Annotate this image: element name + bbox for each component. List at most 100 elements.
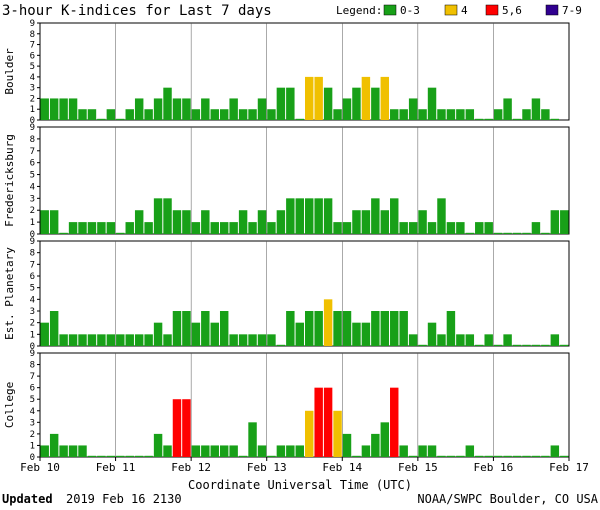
kindex-bar xyxy=(257,98,267,120)
kindex-bar xyxy=(49,311,59,346)
kindex-bar xyxy=(541,109,550,120)
y-tick-label: 8 xyxy=(30,135,35,145)
kindex-bar xyxy=(191,445,201,457)
kindex-bar xyxy=(550,334,560,346)
kindex-bar xyxy=(541,344,550,346)
kindex-bar xyxy=(361,76,371,120)
kindex-bar xyxy=(427,445,437,457)
kindex-bar xyxy=(106,455,116,457)
y-tick-label: 4 xyxy=(30,182,35,192)
kindex-bar xyxy=(163,445,172,457)
kindex-bar xyxy=(493,455,503,457)
kindex-bar xyxy=(371,433,380,457)
kindex-bar xyxy=(418,445,427,457)
kindex-bar xyxy=(257,445,267,457)
kindex-bar xyxy=(427,322,437,346)
kindex-bar xyxy=(295,322,304,346)
x-axis-label: Coordinate Universal Time (UTC) xyxy=(188,478,412,492)
kindex-bar xyxy=(191,322,201,346)
kindex-bar xyxy=(248,109,257,120)
kindex-bar xyxy=(201,445,210,457)
kindex-bar xyxy=(550,118,560,120)
y-tick-label: 2 xyxy=(30,430,35,440)
kindex-bar xyxy=(550,210,560,234)
kindex-bar xyxy=(210,109,219,120)
kindex-bar xyxy=(371,311,380,346)
kindex-bar xyxy=(134,334,144,346)
kindex-bar xyxy=(40,210,49,234)
kindex-bar xyxy=(465,232,475,234)
kindex-bar xyxy=(550,445,560,457)
legend-swatch-2 xyxy=(444,4,458,16)
kindex-bar xyxy=(352,322,361,346)
kindex-bar xyxy=(399,222,408,234)
kindex-bar xyxy=(323,299,333,346)
kindex-bar xyxy=(276,87,286,120)
kindex-bar xyxy=(418,109,427,120)
kindex-bar xyxy=(560,455,569,457)
kindex-bar xyxy=(144,109,153,120)
y-tick-label: 3 xyxy=(30,194,35,204)
legend-swatch-4 xyxy=(545,4,559,16)
y-tick-label: 9 xyxy=(30,123,35,133)
kindex-bar xyxy=(238,455,248,457)
kindex-bar xyxy=(531,344,541,346)
kindex-bar xyxy=(134,455,144,457)
kindex-bar xyxy=(59,98,68,120)
kindex-bar xyxy=(437,455,446,457)
kindex-bar xyxy=(78,109,87,120)
kindex-bar xyxy=(153,98,163,120)
kindex-bar xyxy=(305,198,314,234)
kindex-bar xyxy=(172,210,182,234)
kindex-bar xyxy=(78,334,87,346)
y-tick-label: 4 xyxy=(30,407,35,417)
kindex-bar xyxy=(503,455,512,457)
legend-swatch-1 xyxy=(383,4,397,16)
kindex-bar xyxy=(248,334,257,346)
kindex-bar xyxy=(522,232,531,234)
kindex-bar xyxy=(68,98,78,120)
kindex-bar xyxy=(40,322,49,346)
kindex-bar xyxy=(248,222,257,234)
kindex-bar xyxy=(380,422,390,457)
kindex-bar xyxy=(342,98,352,120)
legend: Legend: 0-3 4 5,6 7-9 xyxy=(336,4,582,17)
kindex-bar xyxy=(144,334,153,346)
y-tick-label: 7 xyxy=(30,147,35,157)
kindex-bar xyxy=(219,445,229,457)
kindex-bar xyxy=(229,222,238,234)
kindex-bar xyxy=(390,198,399,234)
kindex-bar xyxy=(276,210,286,234)
kindex-bar xyxy=(286,445,295,457)
kindex-bar xyxy=(106,109,116,120)
kindex-bar xyxy=(116,334,125,346)
kindex-bar xyxy=(531,98,541,120)
y-tick-label: 3 xyxy=(30,418,35,428)
y-tick-label: 9 xyxy=(30,237,35,247)
kindex-bar xyxy=(399,109,408,120)
kindex-bar xyxy=(560,210,569,234)
kindex-bar xyxy=(380,311,390,346)
kindex-bar xyxy=(503,98,512,120)
kindex-bar xyxy=(286,87,295,120)
kindex-bar xyxy=(210,322,219,346)
kindex-bar xyxy=(78,445,87,457)
kindex-bar xyxy=(163,87,172,120)
y-tick-label: 0 xyxy=(30,116,35,126)
kindex-bar xyxy=(97,118,106,120)
kindex-bar xyxy=(201,98,210,120)
y-tick-label: 3 xyxy=(30,84,35,94)
kindex-bar xyxy=(465,334,475,346)
x-tick-label: Feb 13 xyxy=(247,461,287,474)
kindex-bar xyxy=(437,198,446,234)
footer-updated-time: 2019 Feb 16 2130 xyxy=(66,492,182,506)
kindex-bar xyxy=(286,311,295,346)
kindex-bar xyxy=(40,98,49,120)
kindex-bar xyxy=(361,322,371,346)
kindex-bar xyxy=(97,222,106,234)
kindex-bar xyxy=(484,455,493,457)
kindex-bar xyxy=(522,344,531,346)
kindex-bar xyxy=(493,109,503,120)
y-tick-label: 2 xyxy=(30,206,35,216)
kindex-bar xyxy=(295,118,304,120)
